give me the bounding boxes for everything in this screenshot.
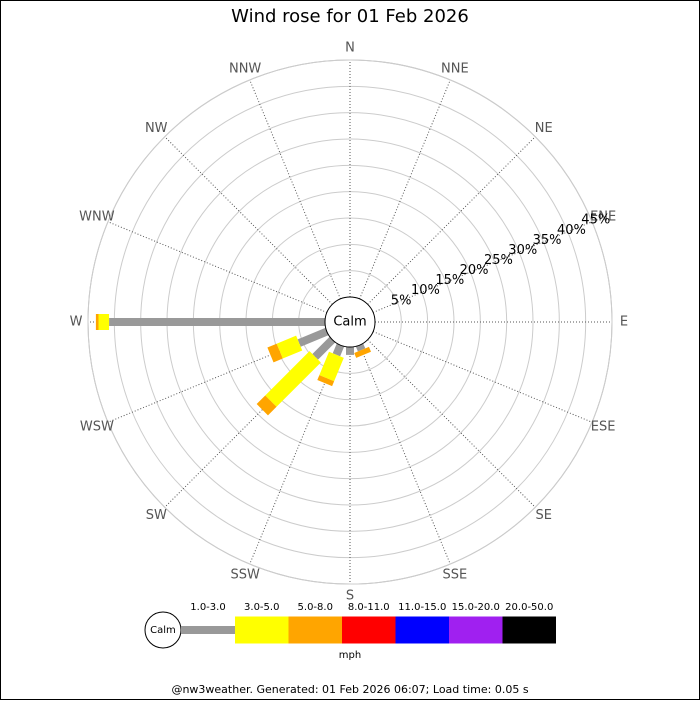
direction-label: N [345, 41, 355, 56]
legend-label: 11.0-15.0 [398, 602, 446, 613]
calm-label: Calm [333, 315, 366, 330]
bar-segment [267, 343, 283, 363]
direction-label: E [620, 315, 628, 330]
calm-circle [324, 296, 376, 348]
bar-segment [95, 314, 99, 330]
direction-label: W [70, 315, 83, 330]
spoke [372, 331, 593, 423]
bar-segment [346, 347, 354, 355]
bar-segment [276, 335, 303, 359]
bar-segment [355, 343, 366, 352]
legend-calm-label: Calm [150, 625, 176, 636]
bar-segment [354, 346, 371, 358]
r-tick-label: 35% [533, 233, 562, 248]
direction-label: NNE [441, 61, 469, 76]
legend-swatch [342, 616, 396, 644]
r-tick-label: 5% [391, 293, 412, 308]
spoke [107, 221, 328, 313]
footer: @nw3weather. Generated: 01 Feb 2026 06:0… [171, 683, 528, 696]
legend-swatch [395, 616, 449, 644]
legend-swatch [235, 616, 289, 644]
spoke [372, 221, 593, 313]
legend-label: 15.0-20.0 [452, 602, 500, 613]
direction-label: SSW [230, 568, 260, 583]
spoke [359, 344, 451, 565]
bar-segment [265, 351, 321, 407]
direction-label: SE [536, 508, 552, 523]
bar-segment [297, 327, 329, 347]
legend-label: 1.0-3.0 [190, 602, 225, 613]
direction-label: WSW [80, 419, 114, 434]
spoke [249, 79, 341, 300]
bar-segment [332, 343, 345, 357]
direction-label: NW [145, 121, 168, 136]
legend-swatch [288, 616, 342, 644]
r-tick-label: 30% [508, 243, 537, 258]
r-tick-label: 45% [581, 213, 610, 228]
legend-label: 3.0-5.0 [244, 602, 279, 613]
direction-label: ENE [590, 210, 616, 225]
r-tick-label: 40% [557, 223, 586, 238]
chart-title: Wind rose for 01 Feb 2026 [231, 6, 469, 27]
legend-label: 5.0-8.0 [298, 602, 333, 613]
r-tick-label: 20% [460, 263, 489, 278]
direction-label: NE [535, 121, 553, 136]
spoke [359, 79, 451, 300]
legend-unit: mph [339, 650, 361, 661]
legend-swatch [449, 616, 503, 644]
bar-segment [317, 375, 335, 387]
direction-label: S [346, 589, 354, 604]
bar-segment [109, 318, 325, 326]
bar-segment [312, 336, 336, 360]
bar-segment [98, 314, 110, 330]
r-tick-label: 10% [411, 283, 440, 298]
legend-swatch [502, 616, 556, 644]
spoke [164, 136, 333, 305]
direction-label: SSE [442, 568, 467, 583]
r-tick-label: 25% [484, 253, 513, 268]
spoke [367, 339, 536, 508]
grid-ring [87, 59, 613, 585]
direction-label: ESE [591, 419, 616, 434]
r-tick-label: 15% [435, 273, 464, 288]
direction-label: SW [146, 508, 167, 523]
bar-segment [256, 395, 277, 416]
direction-label: WNW [79, 210, 115, 225]
legend-label: 8.0-11.0 [348, 602, 390, 613]
direction-label: NNW [229, 61, 261, 76]
legend-label: 20.0-50.0 [505, 602, 553, 613]
bar-segment [319, 351, 344, 382]
legend-swatch [181, 626, 235, 634]
spoke [367, 136, 536, 305]
